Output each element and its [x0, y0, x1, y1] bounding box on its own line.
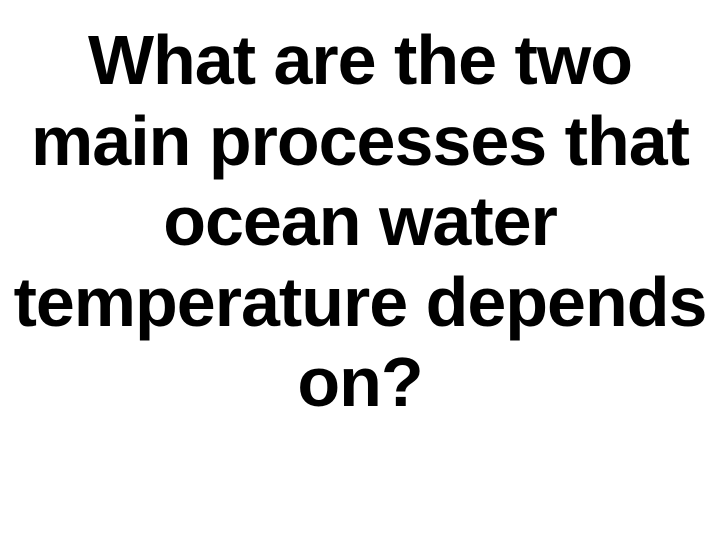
- question-text: What are the two main processes that oce…: [0, 20, 720, 423]
